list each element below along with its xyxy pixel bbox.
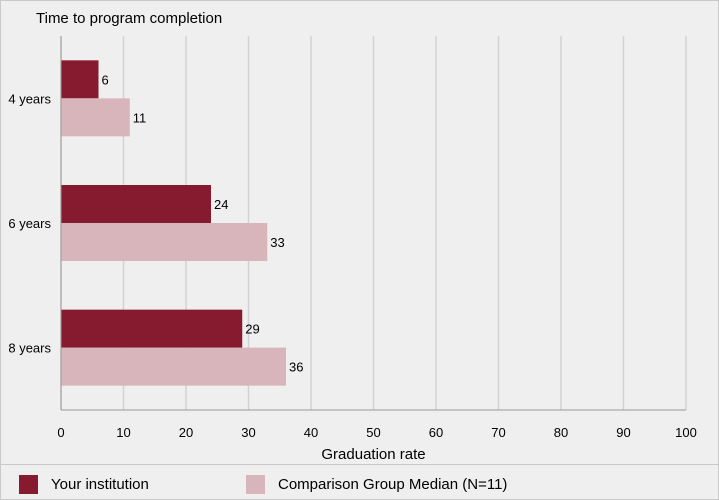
legend-item-your-institution: Your institution <box>19 475 149 494</box>
bar-value-label: 33 <box>270 235 284 250</box>
x-tick-label: 20 <box>179 425 193 440</box>
legend: Your institution Comparison Group Median… <box>1 464 718 499</box>
legend-item-comparison-group: Comparison Group Median (N=11) <box>246 475 507 494</box>
bar-value-label: 24 <box>214 197 228 212</box>
x-tick-label: 30 <box>241 425 255 440</box>
bar-value-label: 36 <box>289 360 303 375</box>
bar-chart: 6 11 24 33 29 36 0 10 20 30 40 50 60 70 80 90 100 Gradua… <box>8 36 697 463</box>
legend-swatch-comparison-group <box>246 475 265 494</box>
x-tick-label: 80 <box>554 425 568 440</box>
x-tick-label: 100 <box>675 425 697 440</box>
x-tick-label: 40 <box>304 425 318 440</box>
legend-label-comparison-group: Comparison Group Median (N=11) <box>278 475 508 493</box>
y-category-label: 6 years <box>8 216 51 231</box>
x-axis-title: Graduation rate <box>321 446 425 463</box>
x-tick-label: 50 <box>366 425 380 440</box>
legend-label-your-institution: Your institution <box>51 475 149 493</box>
bar-comparison-group <box>61 223 268 261</box>
bar-value-label: 11 <box>133 110 147 125</box>
bar-your-institution <box>61 60 99 99</box>
x-tick-label: 10 <box>116 425 130 440</box>
y-category-label: 4 years <box>8 91 51 106</box>
x-tick-label: 70 <box>491 425 505 440</box>
bar-your-institution <box>61 185 211 223</box>
x-tick-label: 60 <box>429 425 443 440</box>
bar-value-label: 6 <box>102 72 109 87</box>
bar-comparison-group <box>61 98 130 137</box>
chart-title: Time to program completion <box>36 10 223 27</box>
bar-comparison-group <box>61 347 286 386</box>
x-tick-label: 0 <box>57 425 64 440</box>
bar-your-institution <box>61 309 243 348</box>
bar-value-label: 29 <box>245 322 259 337</box>
x-tick-label: 90 <box>616 425 630 440</box>
y-category-label: 8 years <box>8 341 51 356</box>
legend-swatch-your-institution <box>19 475 38 494</box>
